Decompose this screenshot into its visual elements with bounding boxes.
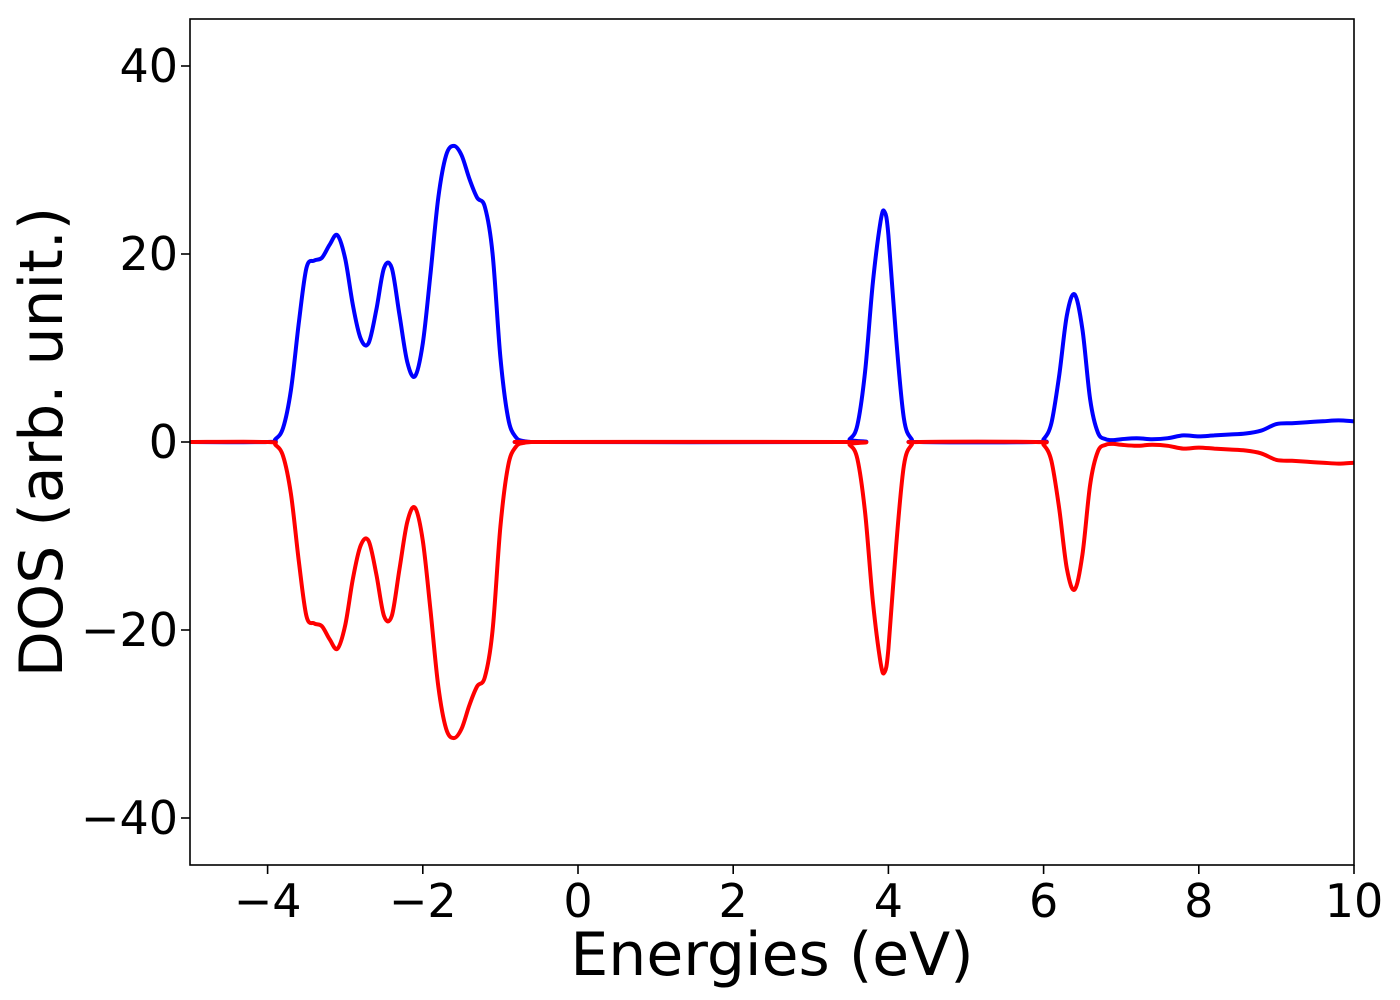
y-axis-ticks: −40 −20 0 20 40: [81, 39, 190, 845]
x-axis-label: Energies (eV): [570, 920, 973, 990]
y-tick-label: 20: [119, 227, 178, 281]
y-tick-label: 40: [119, 39, 178, 93]
x-tick-label: 2: [719, 874, 748, 928]
x-axis-ticks: −4 −2 0 2 4 6 8 10: [234, 865, 1384, 928]
x-tick-label: −2: [389, 874, 457, 928]
x-tick-label: 8: [1184, 874, 1213, 928]
x-tick-label: 0: [563, 874, 592, 928]
x-tick-label: 10: [1325, 874, 1384, 928]
x-tick-label: 4: [874, 874, 903, 928]
y-tick-label: 0: [149, 415, 178, 469]
series-line-1: [189, 439, 1355, 741]
x-tick-label: −4: [234, 874, 302, 928]
x-tick-label: 6: [1029, 874, 1058, 928]
y-tick-label: −20: [81, 603, 178, 657]
y-axis-label: DOS (arb. unit.): [7, 207, 77, 677]
y-tick-label: −40: [81, 791, 178, 845]
series-layer: [189, 143, 1355, 741]
